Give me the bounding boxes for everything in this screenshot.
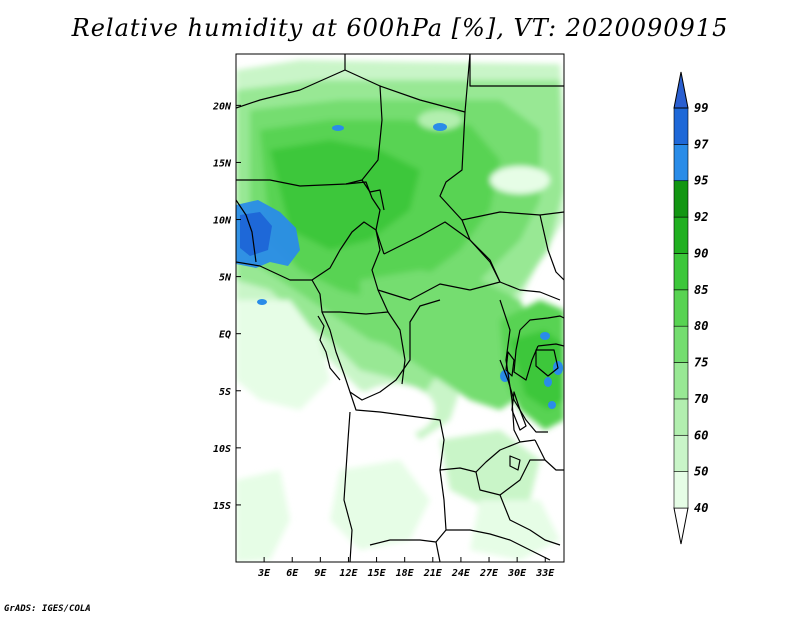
colorbar-level-label: 80	[694, 319, 708, 333]
colorbar-segment	[673, 325, 689, 363]
lat-tick-label: 5S	[219, 387, 231, 398]
colorbar-level-label: 60	[694, 428, 708, 442]
colorbar-level-label: 90	[694, 246, 708, 260]
lon-tick-label: 18E	[396, 568, 415, 579]
colorbar-level-label: 97	[694, 137, 709, 151]
lon-tick-label: 27E	[479, 568, 499, 579]
lon-tick-label: 24E	[451, 568, 471, 579]
colorbar-level-label: 75	[694, 356, 708, 370]
colorbar-upper-arrow	[673, 71, 689, 109]
colorbar-segment	[673, 180, 689, 218]
colorbar-segment	[673, 144, 689, 182]
colorbar-lower-arrow	[673, 507, 689, 545]
colorbar-segment	[673, 216, 689, 254]
lon-tick-label: 15E	[368, 568, 387, 579]
map-title: Relative humidity at 600hPa [%], VT: 202…	[71, 14, 729, 42]
colorbar-level-label: 99	[694, 101, 708, 115]
colorbar-level-label: 40	[694, 501, 708, 515]
colorbar: 40 50 60 70 75 80 85 90 92 95 97 99	[673, 71, 709, 545]
grads-credit: GrADS: IGES/COLA	[4, 604, 91, 614]
lat-tick-label: 10N	[213, 216, 232, 227]
lat-tick-label: 15N	[213, 158, 232, 169]
colorbar-segment	[673, 471, 689, 509]
colorbar-level-label: 92	[694, 210, 708, 224]
lat-tick-label: EQ	[219, 330, 231, 341]
lon-tick-label: 3E	[257, 568, 271, 579]
lon-tick-label: 33E	[535, 568, 555, 579]
latitude-axis: 20N 15N 10N 5N EQ 5S 10S 15S	[212, 101, 241, 512]
humidity-field	[236, 54, 564, 562]
lat-tick-label: 15S	[213, 501, 231, 512]
colorbar-segment	[673, 107, 689, 145]
lat-tick-label: 5N	[219, 273, 232, 284]
lat-tick-label: 20N	[212, 101, 232, 112]
colorbar-segment	[673, 362, 689, 400]
lon-tick-label: 9E	[314, 568, 327, 579]
longitude-axis: 3E 6E 9E 12E 15E 18E 21E 24E 27E 30E 33E	[257, 557, 555, 579]
map-frame	[235, 53, 565, 563]
lat-tick-label: 10S	[213, 444, 231, 455]
colorbar-level-label: 85	[694, 283, 708, 297]
colorbar-segment	[673, 289, 689, 327]
colorbar-level-label: 70	[694, 392, 708, 406]
colorbar-level-label: 95	[694, 174, 708, 188]
lon-tick-label: 21E	[423, 568, 443, 579]
colorbar-segment	[673, 434, 689, 472]
lon-tick-label: 12E	[339, 568, 358, 579]
lon-tick-label: 30E	[507, 568, 527, 579]
country-boundaries	[236, 54, 564, 562]
colorbar-segment	[673, 398, 689, 436]
colorbar-level-label: 50	[694, 465, 708, 479]
lon-tick-label: 6E	[286, 568, 299, 579]
colorbar-segment	[673, 253, 689, 291]
